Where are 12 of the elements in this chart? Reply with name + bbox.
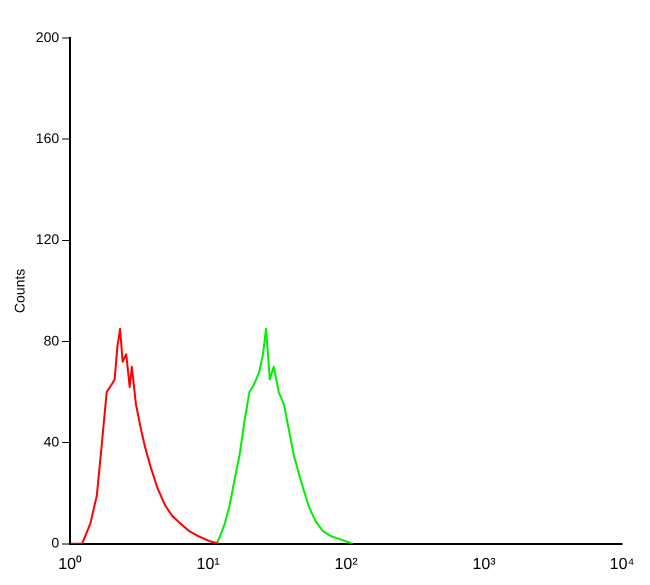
x-tick-label: 10⁰ [58, 554, 82, 573]
y-tick-label: 160 [36, 130, 60, 146]
x-tick-label: 10⁴ [610, 556, 634, 573]
y-tick-label: 120 [36, 231, 60, 248]
y-tick-label: 0 [51, 534, 60, 551]
y-tick-label: 200 [36, 28, 60, 45]
y-tick-label: 80 [44, 332, 60, 348]
x-tick-label: 10² [334, 556, 358, 573]
y-tick-label: 40 [44, 434, 60, 450]
x-tick-label: 10¹ [196, 556, 220, 573]
x-tick-label: 10³ [472, 556, 496, 573]
y-axis-title: Counts [11, 268, 28, 314]
